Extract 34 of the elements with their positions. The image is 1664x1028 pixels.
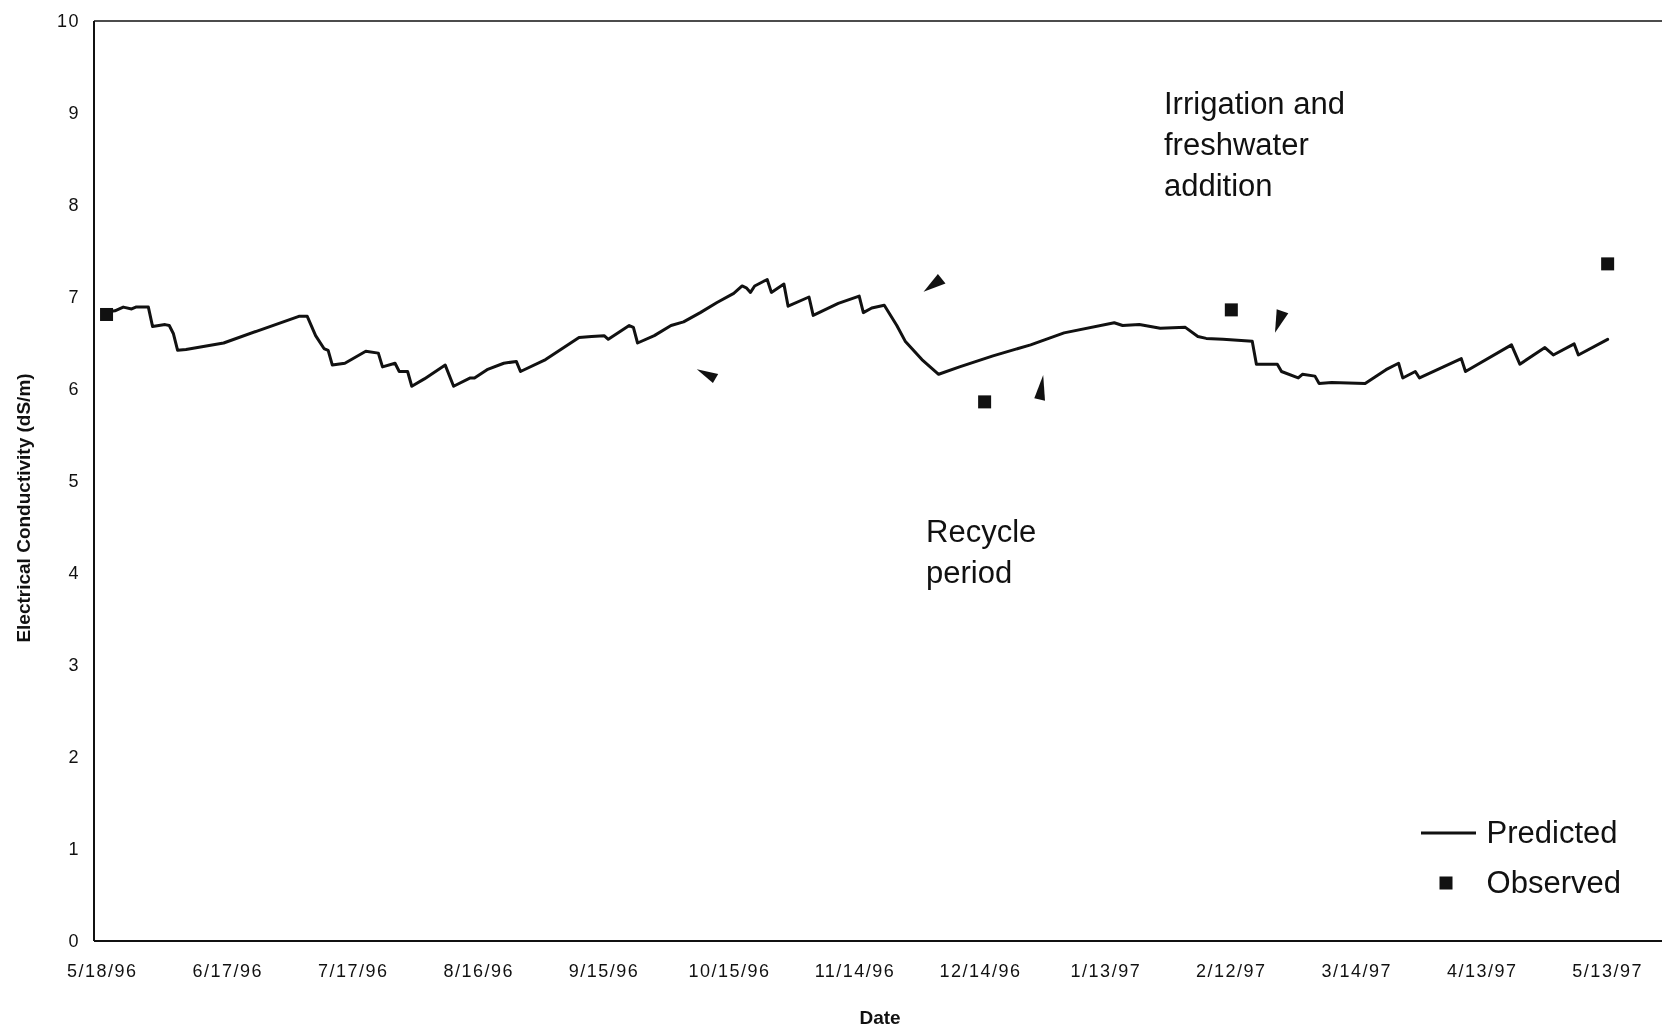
legend-label: Observed [1486,865,1621,901]
x-tick-label: 3/14/97 [1321,960,1393,981]
legend-label: Predicted [1486,815,1618,851]
annotation: Irrigation and freshwater addition [1164,85,1346,205]
y-axis-title: Electrical Conductivity (dS/m) [12,373,34,643]
point [1601,257,1615,271]
x-tick-label: 9/15/96 [568,960,640,981]
x-axis-title: Date [859,1006,901,1028]
point [100,307,114,321]
y-tick-label: 2 [68,747,80,768]
x-tick-label: 7/17/96 [317,960,389,981]
y-tick-label: 8 [68,195,80,216]
y-tick-label: 6 [68,379,80,400]
annotation: Recycle period [926,513,1038,592]
x-tick-label: 8/16/96 [443,960,514,981]
x-tick-label: 10/15/96 [688,960,771,981]
y-tick-label: 9 [68,103,80,124]
x-tick-label: 5/18/96 [67,960,138,981]
x-tick-label: 11/14/96 [814,960,896,981]
x-tick-label: 4/13/97 [1446,960,1518,981]
x-tick-label: 2/12/97 [1196,960,1267,981]
y-tick-label: 4 [68,563,80,584]
y-tick-label: 5 [68,471,80,492]
y-tick-label: 1 [68,839,80,860]
point [978,395,992,409]
x-tick-label: 5/13/97 [1572,960,1643,981]
x-tick-label: 6/17/96 [192,960,264,981]
x-tick-label: 1/13/97 [1070,960,1142,981]
y-tick-label: 0 [68,931,80,952]
y-tick-label: 10 [56,11,80,32]
point [1224,303,1238,317]
y-tick-label: 7 [68,287,80,308]
y-tick-label: 3 [68,655,80,676]
x-tick-label: 12/14/96 [939,960,1022,981]
